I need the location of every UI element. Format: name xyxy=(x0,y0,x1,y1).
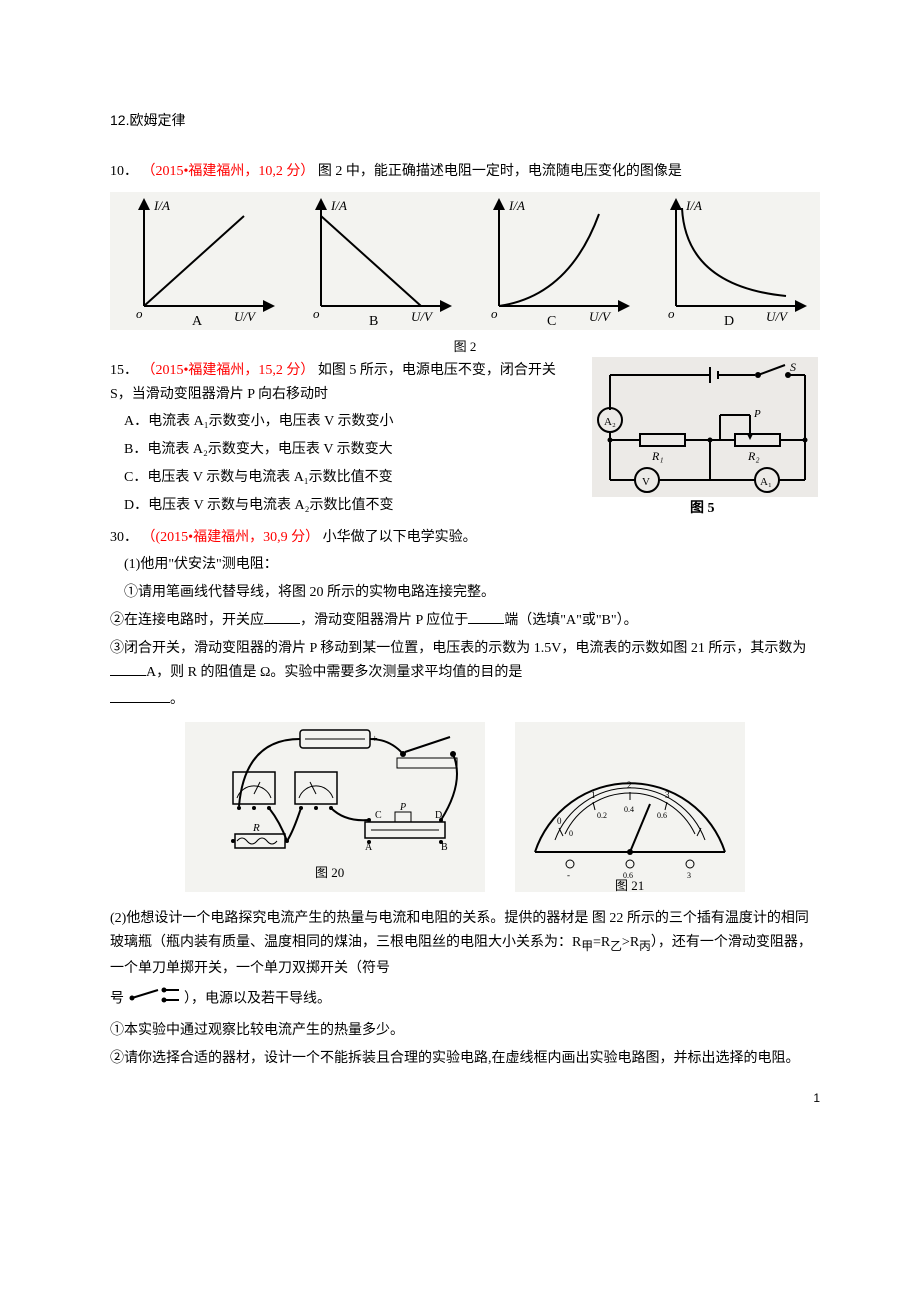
fig20: - + C xyxy=(185,722,485,897)
svg-text:图 20: 图 20 xyxy=(315,865,344,880)
q30-stem: 30． （(2015•福建福州，30,9 分） 小华做了以下电学实验。 xyxy=(110,526,820,550)
svg-text:U/V: U/V xyxy=(766,309,789,324)
page-number: 1 xyxy=(813,1091,820,1105)
svg-text:图 21: 图 21 xyxy=(615,878,644,892)
svg-text:V: V xyxy=(642,476,650,488)
svg-text:o: o xyxy=(668,306,675,321)
q10-text: 图 2 中，能正确描述电阻一定时，电流随电压变化的图像是 xyxy=(318,164,682,179)
svg-text:R: R xyxy=(252,822,260,834)
svg-text:1: 1 xyxy=(591,790,596,800)
svg-text:C: C xyxy=(375,810,382,821)
fig5: S A₂ R₁ R₂ P xyxy=(590,355,820,520)
svg-text:C: C xyxy=(547,314,556,326)
svg-text:3: 3 xyxy=(665,790,670,800)
svg-text:-: - xyxy=(567,870,570,880)
svg-text:2: 2 xyxy=(627,780,632,790)
q15-opt-d: D．电压表 V 示数与电流表 A₂示数比值不变 xyxy=(124,494,580,518)
graph-b: I/A o U/V B xyxy=(291,196,461,326)
blank-switch xyxy=(264,609,300,624)
svg-text:I/A: I/A xyxy=(508,198,525,213)
svg-text:D: D xyxy=(724,314,734,326)
q15-opt-c: C．电压表 V 示数与电流表 A₁示数比值不变 xyxy=(124,466,580,490)
q30-head: 小华做了以下电学实验。 xyxy=(323,530,477,545)
fig21: 0 1 2 3 0 0.2 0.4 0.6 - 0.6 3 图 21 xyxy=(515,722,745,897)
spdt-switch-icon xyxy=(124,984,184,1015)
q30-num: 30． xyxy=(110,530,138,545)
svg-text:U/V: U/V xyxy=(411,309,434,324)
svg-text:0.2: 0.2 xyxy=(597,811,607,820)
svg-text:A₂: A₂ xyxy=(604,416,616,428)
svg-text:P: P xyxy=(399,802,406,813)
q10-figure-row: I/A o U/V A I/A o U/V B I/A xyxy=(110,192,820,330)
q30-p2a: ①本实验中通过观察比较电流产生的热量多少。 xyxy=(110,1019,820,1043)
q30-p1: (1)他用"伏安法"测电阻： xyxy=(110,553,820,577)
svg-text:3: 3 xyxy=(687,871,691,880)
q30-p1a: ①请用笔画线代替导线，将图 20 所示的实物电路连接完整。 xyxy=(110,581,820,605)
svg-text:R₁: R₁ xyxy=(651,449,664,463)
svg-text:I/A: I/A xyxy=(330,198,347,213)
svg-text:A: A xyxy=(192,314,203,326)
q30-p1b: ②在连接电路时，开关应，滑动变阻器滑片 P 应位于端（选填"A"或"B"）。 xyxy=(110,609,820,633)
svg-text:图 5: 图 5 xyxy=(690,500,715,515)
svg-text:U/V: U/V xyxy=(589,309,612,324)
svg-text:A₁: A₁ xyxy=(760,476,772,488)
q10-stem: 10． （2015•福建福州，10,2 分） 图 2 中，能正确描述电阻一定时，… xyxy=(110,160,820,184)
q15-num: 15． xyxy=(110,363,138,378)
svg-text:0.6: 0.6 xyxy=(657,811,667,820)
q30-ref: （(2015•福建福州，30,9 分） xyxy=(142,530,320,545)
graph-d: I/A o U/V D xyxy=(646,196,816,326)
graph-a: I/A o U/V A xyxy=(114,196,284,326)
q15-opt-b: B．电流表 A₂示数变大，电压表 V 示数变大 xyxy=(124,438,580,462)
q30-p1c2: 。 xyxy=(110,688,820,712)
svg-text:o: o xyxy=(313,306,320,321)
svg-text:I/A: I/A xyxy=(153,198,170,213)
q10-ref: （2015•福建福州，10,2 分） xyxy=(142,164,315,179)
svg-text:0.4: 0.4 xyxy=(624,805,634,814)
svg-text:R₂: R₂ xyxy=(747,449,760,463)
svg-text:I/A: I/A xyxy=(685,198,702,213)
svg-text:o: o xyxy=(136,306,143,321)
svg-text:0: 0 xyxy=(557,816,562,826)
q10-num: 10． xyxy=(110,164,138,179)
blank-end xyxy=(468,609,504,624)
q15-opt-a: A．电流表 A₁示数变小，电压表 V 示数变小 xyxy=(124,410,580,434)
blank-purpose xyxy=(110,688,170,703)
q15-ref: （2015•福建福州，15,2 分） xyxy=(142,363,315,378)
svg-text:0: 0 xyxy=(569,829,573,838)
q30-p2b: ②请你选择合适的器材，设计一个不能拆装且合理的实验电路,在虚线框内画出实验电路图… xyxy=(110,1047,820,1071)
q30-p1c: ③闭合开关，滑动变阻器的滑片 P 移动到某一位置，电压表的示数为 1.5V，电流… xyxy=(110,637,820,685)
fig2-label: 图 2 xyxy=(110,336,820,355)
graph-c: I/A o U/V C xyxy=(469,196,639,326)
svg-text:U/V: U/V xyxy=(234,309,257,324)
svg-text:S: S xyxy=(790,360,796,374)
q15-stem: 15． （2015•福建福州，15,2 分） 如图 5 所示，电源电压不变，闭合… xyxy=(110,359,580,407)
svg-text:o: o xyxy=(491,306,498,321)
svg-text:P: P xyxy=(753,408,761,420)
svg-text:B: B xyxy=(369,314,378,326)
q30-p2-line2: 号 ），电源以及若干导线。 xyxy=(110,984,820,1015)
q30-p2: (2)他想设计一个电路探究电流产生的热量与电流和电阻的关系。提供的器材是 图 2… xyxy=(110,907,820,980)
chapter-heading: 12.欧姆定律 xyxy=(110,110,820,130)
blank-current xyxy=(110,661,146,676)
